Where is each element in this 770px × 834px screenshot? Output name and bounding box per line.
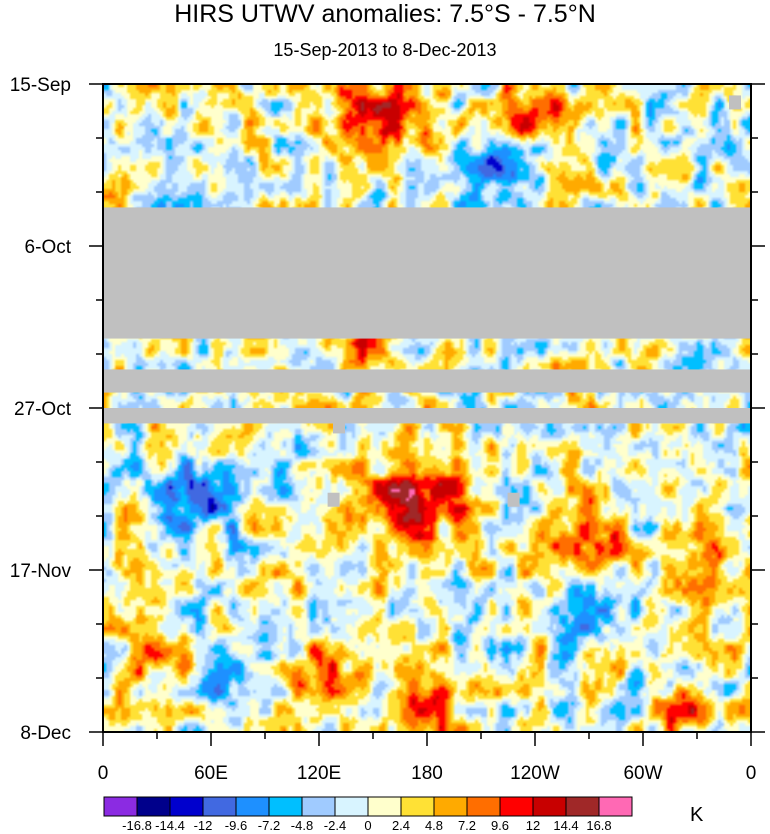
x-tick-label: 0: [746, 763, 757, 784]
colorbar-label: 2.4: [392, 818, 410, 833]
missing-data-patch: [507, 492, 520, 507]
colorbar-swatch: [235, 796, 270, 817]
colorbar-label: 7.2: [458, 818, 476, 833]
colorbar-label: -2.4: [324, 818, 346, 833]
missing-data-band: [103, 408, 751, 424]
colorbar-label: 14.4: [553, 818, 578, 833]
colorbar-swatch: [598, 796, 633, 817]
colorbar-swatch: [268, 796, 303, 817]
colorbar-swatch: [565, 796, 600, 817]
missing-data-band: [103, 207, 751, 339]
colorbar-swatch: [103, 796, 138, 817]
x-tick-label: 60E: [194, 763, 228, 784]
colorbar-label: -12: [194, 818, 213, 833]
colorbar-swatch: [169, 796, 204, 817]
colorbar-label: -14.4: [155, 818, 185, 833]
x-tick-label: 60W: [623, 763, 662, 784]
colorbar-unit: K: [690, 804, 704, 826]
missing-data-band: [103, 369, 751, 393]
colorbar-label: -7.2: [258, 818, 280, 833]
y-tick-label: 8-Dec: [20, 723, 71, 744]
missing-data-patch: [729, 95, 741, 110]
y-tick-label: 15-Sep: [10, 75, 71, 96]
colorbar-swatch: [136, 796, 171, 817]
colorbar-label: 16.8: [586, 818, 611, 833]
chart-title: HIRS UTWV anomalies: 7.5°S - 7.5°N: [174, 0, 596, 28]
colorbar-label: -16.8: [122, 818, 152, 833]
colorbar-label: -4.8: [291, 818, 313, 833]
y-tick-label: 6-Oct: [25, 237, 72, 258]
colorbar-swatch: [400, 796, 435, 817]
colorbar-label: 0: [364, 818, 371, 833]
colorbar-swatch: [433, 796, 468, 817]
missing-data-patch: [327, 492, 340, 507]
colorbar-swatch: [466, 796, 501, 817]
colorbar-swatch: [532, 796, 567, 817]
colorbar-swatch: [499, 796, 534, 817]
y-tick-label: 27-Oct: [14, 399, 72, 420]
x-tick-label: 180: [411, 763, 443, 784]
x-tick-label: 120W: [510, 763, 560, 784]
colorbar-swatch: [301, 796, 336, 817]
x-tick-label: 120E: [297, 763, 341, 784]
colorbar-label: 12: [526, 818, 540, 833]
colorbar-label: -9.6: [225, 818, 247, 833]
colorbar-swatch: [334, 796, 369, 817]
missing-data-patch: [333, 419, 345, 434]
colorbar-label: 4.8: [425, 818, 443, 833]
y-tick-label: 17-Nov: [10, 561, 72, 582]
colorbar-swatch: [202, 796, 237, 817]
colorbar-swatch: [367, 796, 402, 817]
chart-subtitle: 15-Sep-2013 to 8-Dec-2013: [273, 40, 497, 60]
colorbar-label: 9.6: [491, 818, 509, 833]
x-tick-label: 0: [98, 763, 109, 784]
